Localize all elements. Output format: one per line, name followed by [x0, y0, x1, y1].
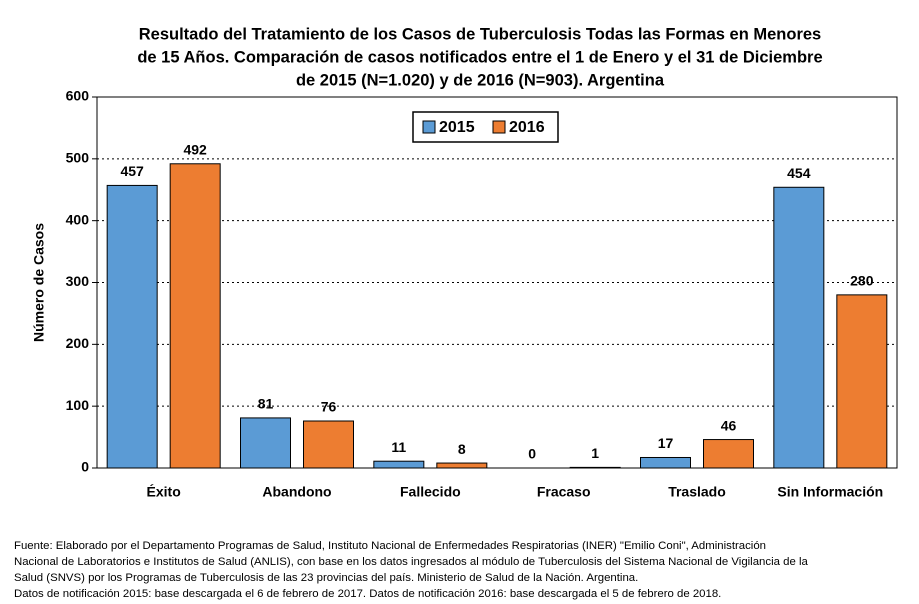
bar [240, 417, 291, 469]
y-axis-label: Número de Casos [31, 223, 47, 342]
legend-swatch [492, 120, 506, 134]
x-tick-label: Éxito [147, 484, 181, 500]
bar [436, 462, 488, 469]
x-tick-label: Fracaso [537, 484, 591, 500]
data-label: 492 [183, 141, 207, 157]
y-tick-label: 500 [66, 150, 90, 166]
x-tick-label: Fallecido [400, 484, 461, 500]
data-label: 1 [591, 445, 599, 461]
y-tick-label: 300 [66, 273, 90, 289]
footnote: Fuente: Elaborado por el Departamento Pr… [14, 538, 914, 602]
bar [303, 420, 354, 469]
x-tick-label: Abandono [262, 484, 331, 500]
bar [773, 186, 825, 469]
data-label: 0 [528, 446, 536, 462]
footnote-line: Fuente: Elaborado por el Departamento Pr… [14, 540, 767, 552]
chart-title: de 2015 (N=1.020) y de 2016 (N=903). Arg… [296, 71, 665, 89]
bar [373, 460, 425, 469]
legend-swatch [422, 120, 436, 134]
y-tick-label: 0 [81, 459, 89, 475]
data-label: 8 [458, 441, 466, 457]
chart-title: Resultado del Tratamiento de los Casos d… [139, 25, 822, 43]
chart-title: de 15 Años. Comparación de casos notific… [137, 48, 822, 66]
bar [836, 294, 888, 469]
data-label: 17 [658, 435, 674, 451]
data-label: 46 [721, 417, 737, 433]
footnote-line: Nacional de Laboratorios e Institutos de… [14, 556, 808, 568]
y-tick-label: 200 [66, 335, 90, 351]
bar [703, 439, 754, 469]
chart: Resultado del Tratamiento de los Casos d… [31, 25, 898, 500]
data-label: 81 [258, 396, 274, 412]
bar [106, 184, 158, 469]
y-tick-label: 400 [66, 211, 90, 227]
legend-label: 2015 [439, 119, 475, 136]
plot-border [96, 96, 898, 469]
footnote-line: Salud (SNVS) por los Programas de Tuberc… [14, 572, 639, 584]
y-tick-label: 600 [66, 88, 90, 104]
data-label: 454 [787, 165, 811, 181]
data-label: 76 [321, 399, 337, 415]
bar [169, 163, 221, 469]
data-label: 457 [120, 163, 144, 179]
legend-label: 2016 [509, 119, 545, 136]
legend-box [412, 111, 559, 143]
data-label: 280 [850, 273, 874, 289]
footnote-line: Datos de notificación 2015: base descarg… [14, 588, 722, 600]
data-label: 11 [391, 439, 406, 455]
x-tick-label: Sin Información [777, 484, 883, 500]
bar [640, 456, 691, 469]
y-tick-label: 100 [66, 397, 90, 413]
x-tick-label: Traslado [668, 484, 726, 500]
